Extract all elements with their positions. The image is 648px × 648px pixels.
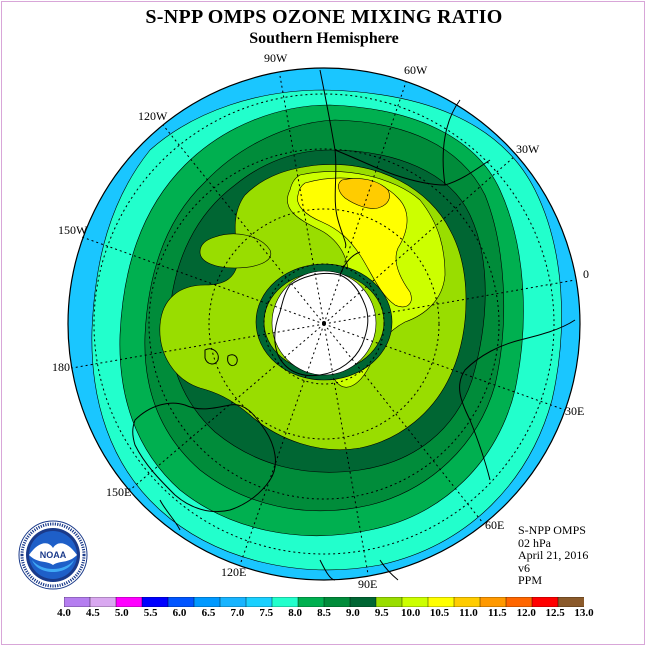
latitude-circle-50 [208,208,440,440]
colorbar-swatch [323,597,351,607]
colorbar-tick-label: 10.0 [401,607,421,619]
colorbar-swatch [531,597,559,607]
lon-label-30w: 30W [516,142,540,156]
lon-label-150e: 150E [106,485,132,499]
meridian-30w [323,155,516,325]
lon-label-90e: 90E [358,577,378,591]
colorbar-swatch [401,597,429,607]
field-band-11_0 [338,178,390,209]
lon-label-90w: 90W [264,51,288,65]
latitude-circle-30 [148,148,500,500]
colorbar [64,597,584,607]
colorbar-tick-label: 4.5 [86,607,100,619]
colorbar-tick-label: 4.0 [57,607,71,619]
colorbar-tick-label: 5.0 [114,607,129,619]
colorbar-swatch [193,597,221,607]
lon-label-60w: 60W [404,63,428,77]
colorbar-tick-label: 7.5 [259,607,274,619]
map-subtitle: Southern Hemisphere [249,30,399,47]
colorbar-tick-label: 12.5 [545,607,565,619]
colorbar-swatch [479,597,507,607]
colorbar-swatch [375,597,403,607]
info-block: S-NPP OMPS 02 hPa April 21, 2016 v6 PPM [518,524,588,587]
ozone-field [68,68,580,580]
info-units: PPM [518,573,543,587]
meridian-90e [323,323,369,575]
lon-label-30e: 30E [565,404,585,418]
colorbar-tick-label: 9.0 [346,607,360,619]
latitude-circle-70 [263,263,385,385]
south-pole-marker [322,321,326,325]
lon-label-120e: 120E [221,565,247,579]
colorbar-tick-label: 8.0 [288,607,302,619]
colorbar-swatch [427,597,455,607]
antarctica-coast [274,251,369,377]
colorbar-swatch [349,597,377,607]
lon-label-150w: 150W [58,223,88,237]
colorbar-tick-label: 11.0 [459,607,478,619]
colorbar-tick-label: 11.5 [488,607,507,619]
colorbar-swatch [453,597,481,607]
info-level: 02 hPa [518,535,551,550]
colorbar-tick-label: 10.5 [429,607,450,619]
logo-text: NOAA [40,550,67,560]
meridian-90w [279,75,325,325]
graticule [71,75,576,575]
map-title: S-NPP OMPS OZONE MIXING RATIO [145,6,503,28]
colorbar-tick-label: 5.5 [143,607,158,619]
colorbar-tick-label: 12.0 [516,607,536,619]
info-instrument: S-NPP OMPS [518,523,586,537]
colorbar-tick-label: 8.5 [317,607,331,619]
south-america-coast [319,69,491,249]
lon-label-0: 0 [583,267,589,281]
colorbar-swatch [89,597,117,607]
colorbar-tick-label: 7.0 [230,607,245,619]
colorbar-swatch [167,597,195,607]
lon-label-180: 180 [52,360,70,374]
colorbar-swatch [245,597,273,607]
colorbar-swatch [115,597,143,607]
colorbar-swatch [505,597,533,607]
colorbar-tick-label: 6.0 [172,607,187,619]
info-version: v6 [518,560,530,575]
colorbar-tick-label: 6.5 [201,607,216,619]
field-band-10_5 [297,177,412,308]
latitude-circle-10 [93,93,555,555]
noaa-logo: NOAA [18,520,88,590]
colorbar-swatch [557,597,584,607]
lon-label-120w: 120W [138,109,168,123]
colorbar-swatch [141,597,169,607]
lon-label-60e: 60E [485,518,505,532]
colorbar-swatch [271,597,299,607]
colorbar-swatch [64,597,91,607]
colorbar-swatch [297,597,325,607]
africa-coast [459,319,576,481]
map-boundary [67,67,581,581]
colorbar-tick-label: 13.0 [574,607,594,619]
colorbar-tick-label: 9.5 [374,607,389,619]
info-date: April 21, 2016 [518,548,589,562]
colorbar-swatch [219,597,247,607]
